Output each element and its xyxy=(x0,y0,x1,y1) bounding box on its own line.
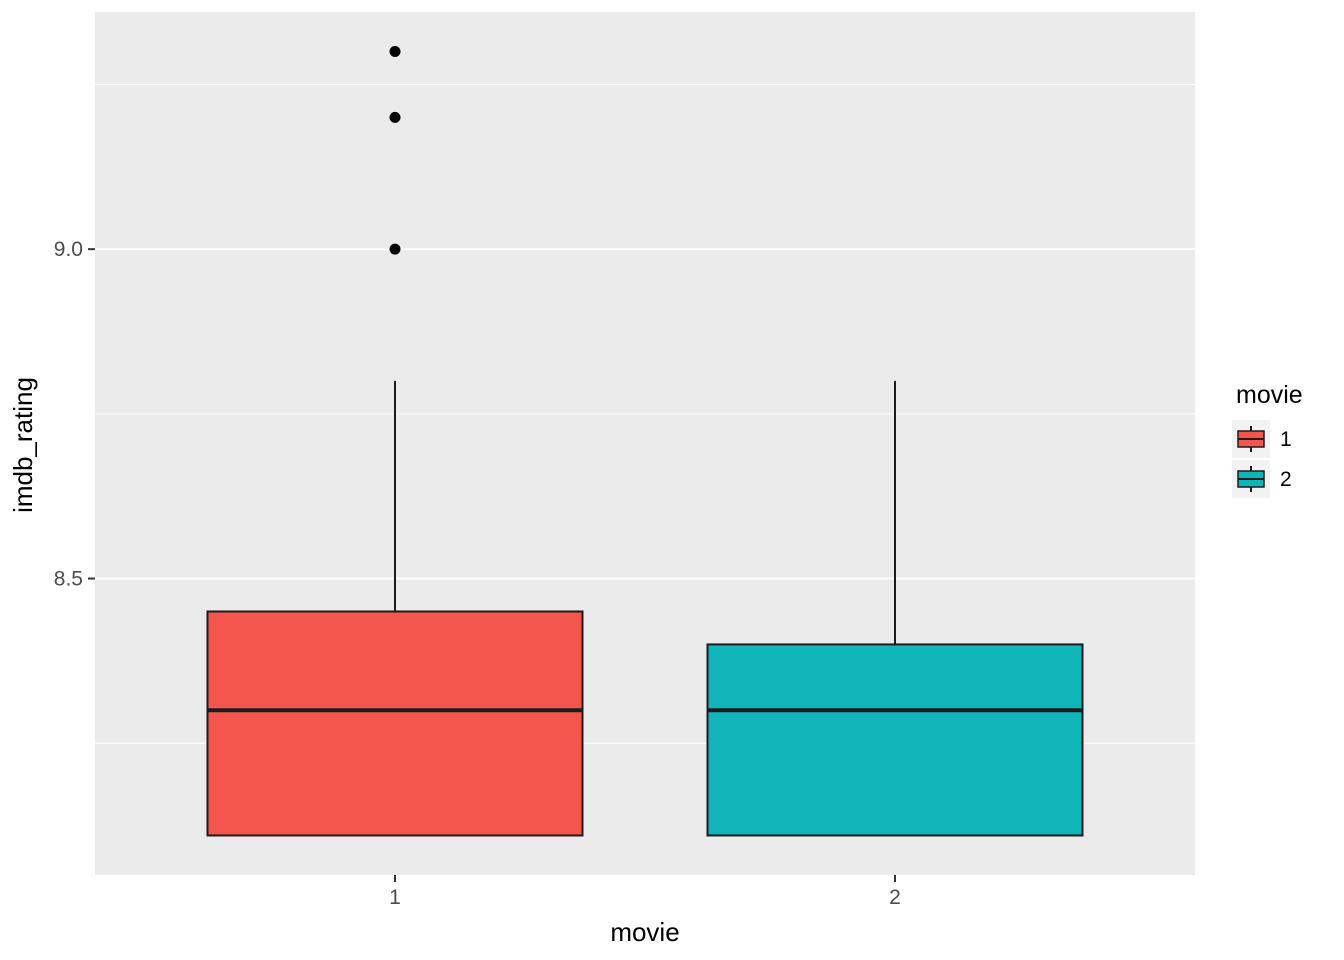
box-series-1 xyxy=(206,610,584,837)
axes: 8.5 9.0 1 2 xyxy=(54,238,901,909)
outlier-point xyxy=(389,46,401,58)
legend-label: 2 xyxy=(1280,468,1292,491)
x-tick-label: 2 xyxy=(889,886,901,909)
boxplots xyxy=(206,46,1084,837)
x-tick-label: 1 xyxy=(389,886,401,909)
y-tick-label: 9.0 xyxy=(54,238,83,261)
legend: 12 xyxy=(1232,420,1292,498)
box-series-2 xyxy=(706,643,1084,837)
outlier-point xyxy=(389,243,401,255)
legend-title: movie xyxy=(1236,381,1303,409)
x-axis-title: movie xyxy=(610,917,679,947)
y-tick-label: 8.5 xyxy=(54,568,83,591)
y-axis-title: imdb_rating xyxy=(8,377,38,513)
outlier-point xyxy=(389,111,401,123)
legend-label: 1 xyxy=(1280,428,1292,451)
